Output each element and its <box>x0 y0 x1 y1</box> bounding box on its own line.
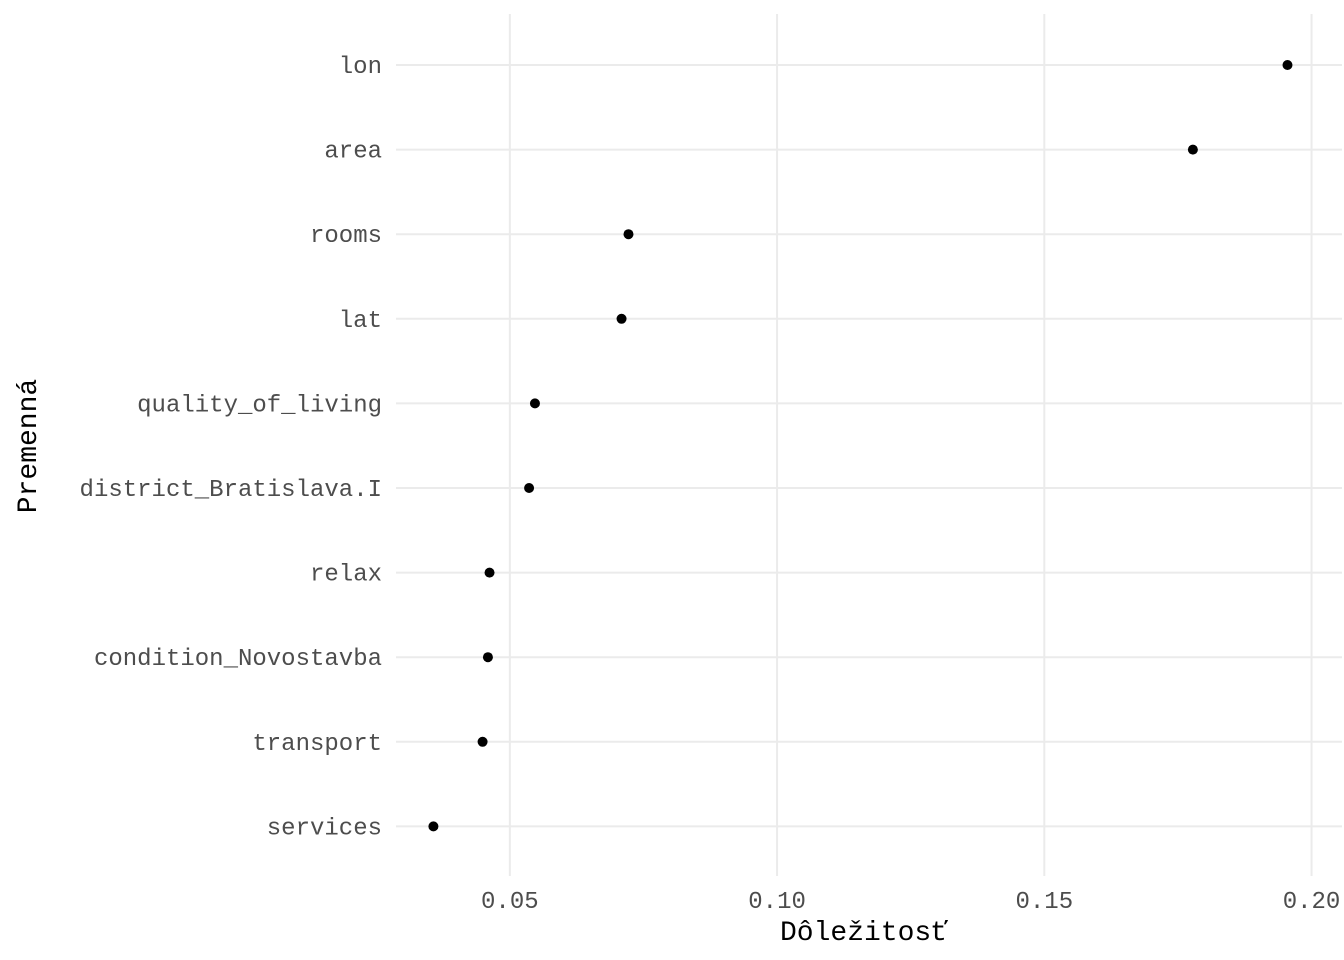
data-point <box>477 736 488 747</box>
y-tick-label: transport <box>252 731 382 758</box>
data-point <box>616 313 627 324</box>
data-point <box>1187 144 1198 155</box>
x-axis-title: Dôležitosť <box>780 918 948 949</box>
x-tick-label: 0.20 <box>1283 889 1341 916</box>
y-tick-label: lat <box>339 308 382 335</box>
y-axis-title: Premenná <box>14 379 45 513</box>
data-point <box>1282 60 1293 70</box>
y-tick-label: condition_Novostavba <box>94 646 382 673</box>
x-tick-label: 0.05 <box>481 889 539 916</box>
y-tick-label: quality_of_living <box>137 392 382 419</box>
y-tick-label: area <box>324 139 382 166</box>
y-tick-label: lon <box>339 54 382 81</box>
y-tick-label: district_Bratislava.I <box>80 477 382 504</box>
data-point <box>482 652 493 663</box>
y-tick-label: relax <box>310 562 382 589</box>
data-point <box>428 821 439 832</box>
data-points <box>428 60 1293 832</box>
grid-layer <box>396 14 1342 876</box>
y-tick-labels: lon area rooms lat quality_of_living district… <box>80 54 382 842</box>
x-tick-label: 0.10 <box>748 889 806 916</box>
data-point <box>484 567 495 578</box>
y-tick-label: services <box>267 815 382 842</box>
data-point <box>529 398 540 409</box>
x-tick-labels: 0.05 0.10 0.15 0.20 <box>481 889 1340 916</box>
data-point <box>623 229 634 240</box>
data-point <box>524 483 535 493</box>
y-tick-label: rooms <box>310 223 382 250</box>
x-tick-label: 0.15 <box>1015 889 1073 916</box>
